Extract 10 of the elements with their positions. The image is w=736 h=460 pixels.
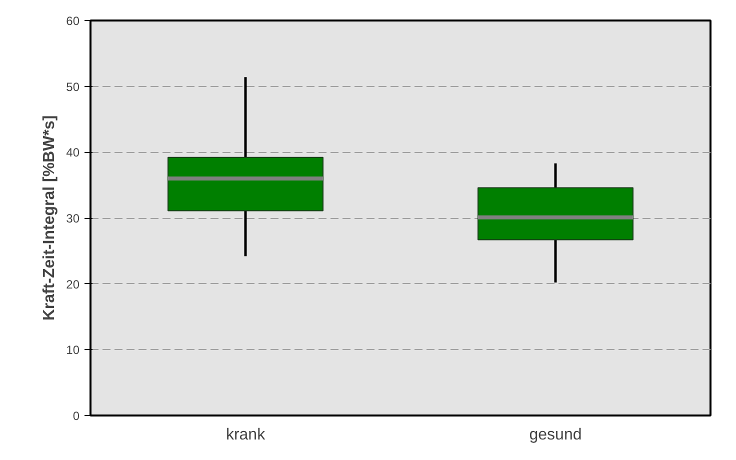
- y-tick-label: 30: [66, 212, 80, 226]
- y-tick-label: 60: [66, 14, 80, 28]
- y-tick-label: 40: [66, 146, 80, 160]
- y-tick-label: 10: [66, 343, 80, 358]
- x-tick-label: krank: [226, 426, 266, 444]
- y-tick-label: 0: [72, 409, 80, 423]
- y-tick-label: 20: [66, 277, 80, 292]
- y-tick-label: 50: [66, 80, 80, 94]
- y-axis-title: Kraft-Zeit-Integral [%BW*s]: [41, 115, 58, 321]
- x-tick-label: gesund: [529, 426, 582, 444]
